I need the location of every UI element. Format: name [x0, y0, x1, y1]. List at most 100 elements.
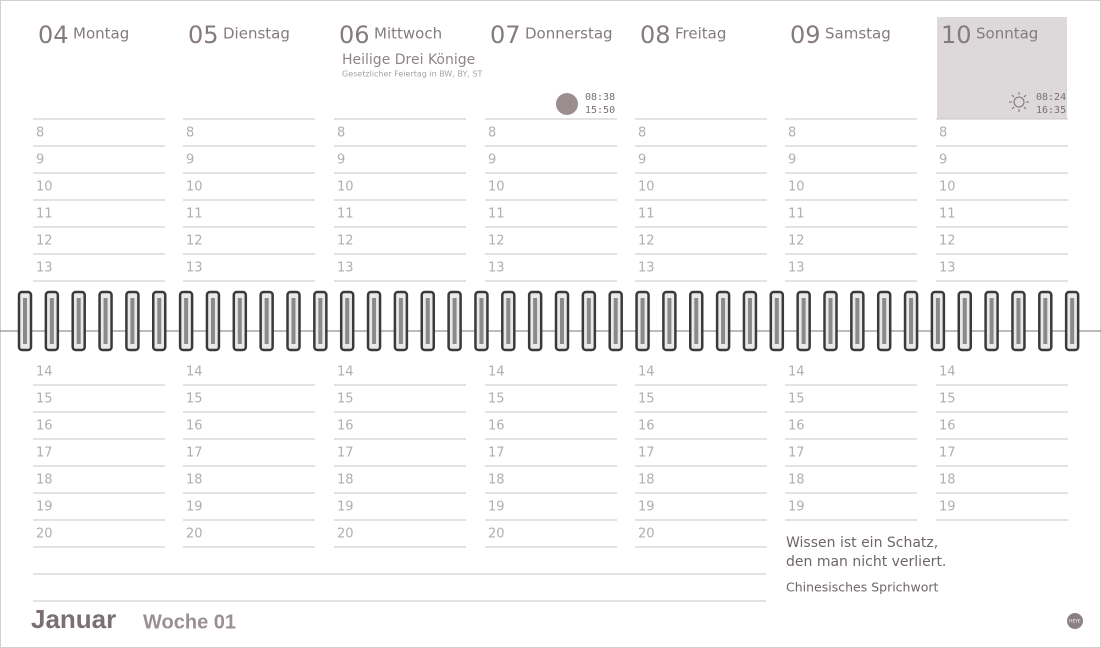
holiday-note: Gesetzlicher Feiertag in BW, BY, ST: [342, 70, 483, 79]
hour-label: 20: [638, 527, 655, 542]
hour-label: 19: [186, 500, 203, 515]
hour-label: 18: [788, 473, 805, 488]
binding-ring-shine: [130, 298, 135, 344]
week: Woche 01: [143, 611, 236, 633]
logo: HEYE: [1069, 619, 1081, 625]
day-number: 09: [790, 21, 821, 49]
hour-label: 15: [186, 392, 203, 407]
binding-ring-shine: [157, 298, 162, 344]
hour-label: 15: [638, 392, 655, 407]
binding-ring-shine: [264, 298, 269, 344]
hour-label: 12: [488, 234, 505, 249]
binding-ring-shine: [398, 298, 403, 344]
binding-ring-shine: [184, 298, 189, 344]
binding-ring-shine: [533, 298, 538, 344]
sun-ray: [1011, 106, 1015, 110]
binding-ring-shine: [237, 298, 242, 344]
hour-label: 8: [488, 126, 496, 141]
hour-label: 18: [186, 473, 203, 488]
binding-ring-shine: [586, 298, 591, 344]
hour-label: 8: [337, 126, 345, 141]
sun-ray: [1023, 106, 1027, 110]
binding-ring-shine: [318, 298, 323, 344]
day-number: 05: [188, 21, 219, 49]
hour-label: 9: [337, 153, 345, 168]
binding-ring-shine: [747, 298, 752, 344]
hour-label: 14: [337, 365, 354, 380]
binding-ring-shine: [694, 298, 699, 344]
hour-label: 17: [186, 446, 203, 461]
day-name: Donnerstag: [525, 25, 613, 43]
hour-label: 18: [337, 473, 354, 488]
logo-badge: [1067, 613, 1083, 629]
hour-label: 18: [36, 473, 53, 488]
hour-label: 12: [939, 234, 956, 249]
binding-ring-shine: [774, 298, 779, 344]
sun-rise: 08:24: [1036, 92, 1066, 103]
sun-set: 16:35: [1036, 105, 1066, 116]
hour-label: 16: [488, 419, 505, 434]
hour-label: 20: [36, 527, 53, 542]
binding-ring-shine: [452, 298, 457, 344]
day-name: Montag: [73, 25, 129, 43]
binding-ring-shine: [721, 298, 726, 344]
hour-label: 13: [186, 261, 203, 276]
hour-label: 20: [186, 527, 203, 542]
binding-ring-shine: [345, 298, 350, 344]
hour-label: 16: [939, 419, 956, 434]
hour-label: 19: [788, 500, 805, 515]
hour-label: 16: [36, 419, 53, 434]
quote-line: Wissen ist ein Schatz,: [786, 535, 938, 551]
hour-label: 11: [788, 207, 805, 222]
hour-label: 10: [939, 180, 956, 195]
hour-label: 14: [488, 365, 505, 380]
binding-ring-shine: [882, 298, 887, 344]
hour-label: 14: [36, 365, 53, 380]
sun-icon: [1013, 96, 1025, 108]
binding-ring-shine: [613, 298, 618, 344]
binding-ring-shine: [1016, 298, 1021, 344]
hour-label: 18: [939, 473, 956, 488]
hour-label: 13: [638, 261, 655, 276]
quote-source: Chinesisches Sprichwort: [786, 580, 938, 595]
binding-ring-shine: [801, 298, 806, 344]
binding-ring-shine: [560, 298, 564, 344]
hour-label: 13: [788, 261, 805, 276]
day-name: Sonntag: [976, 25, 1038, 43]
hour-label: 8: [788, 126, 796, 141]
hour-label: 11: [337, 207, 354, 222]
moon-rise: 08:38: [585, 92, 615, 103]
hour-label: 16: [186, 419, 203, 434]
hour-label: 18: [638, 473, 655, 488]
hour-label: 13: [939, 261, 956, 276]
hour-label: 9: [186, 153, 194, 168]
binding-ring-shine: [49, 298, 54, 344]
hour-label: 8: [36, 126, 44, 141]
hour-label: 18: [488, 473, 505, 488]
binding-ring-shine: [506, 298, 511, 344]
hour-label: 17: [36, 446, 53, 461]
day-number: 07: [490, 21, 521, 49]
day-name: Samstag: [825, 25, 891, 43]
binding-ring-shine: [962, 298, 967, 344]
hour-label: 14: [939, 365, 956, 380]
binding-ring-shine: [291, 298, 296, 344]
binding-ring-shine: [989, 298, 994, 344]
hour-label: 17: [939, 446, 956, 461]
hour-label: 11: [939, 207, 956, 222]
hour-label: 15: [337, 392, 354, 407]
hour-label: 15: [36, 392, 53, 407]
sun-ray: [1011, 94, 1015, 98]
month: Januar: [31, 604, 116, 634]
hour-label: 12: [36, 234, 53, 249]
hour-label: 12: [638, 234, 655, 249]
binding-ring-shine: [76, 298, 81, 344]
hour-label: 15: [788, 392, 805, 407]
hour-label: 19: [638, 500, 655, 515]
hour-label: 19: [36, 500, 53, 515]
hour-label: 14: [186, 365, 203, 380]
hour-label: 16: [788, 419, 805, 434]
binding-ring-shine: [828, 298, 833, 344]
binding-ring-shine: [935, 298, 940, 344]
hour-label: 11: [186, 207, 203, 222]
